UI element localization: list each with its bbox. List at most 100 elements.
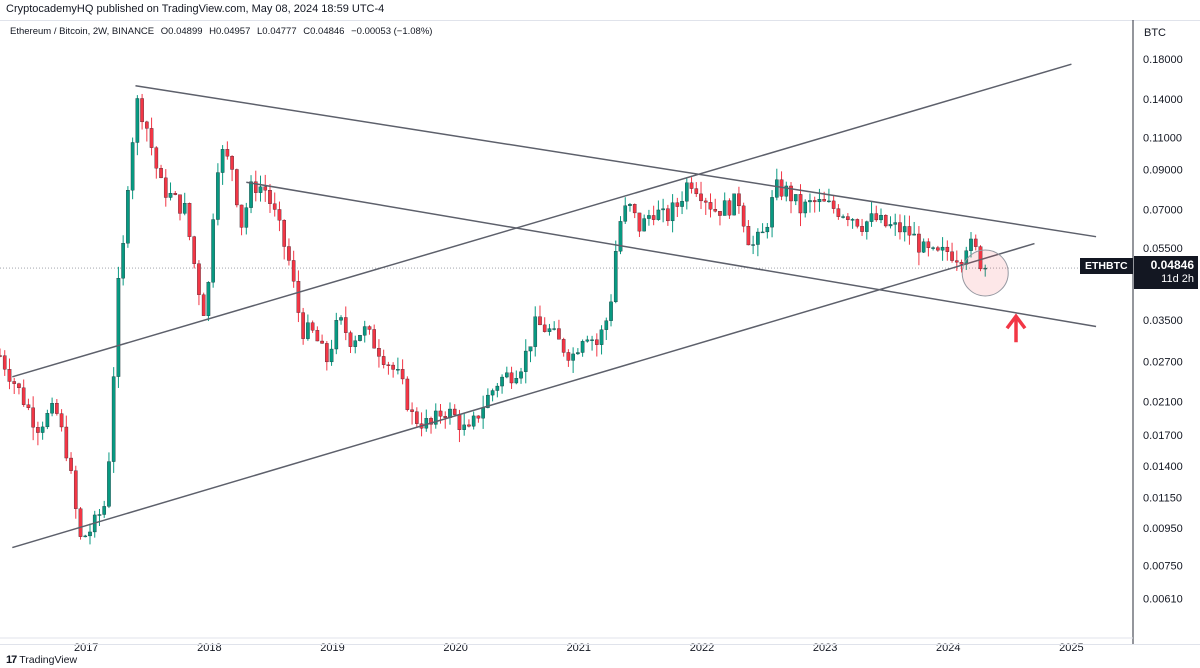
trendline-rising-lower: [12, 242, 1035, 549]
last-price-value: 0.04846: [1150, 258, 1194, 272]
candle-body: [310, 322, 315, 331]
candle-body: [362, 326, 367, 336]
candle-body: [907, 226, 912, 236]
candle-body: [2, 355, 7, 370]
candle-body: [817, 199, 822, 203]
symbol-name: Ethereum / Bitcoin, 2W, BINANCE: [10, 26, 155, 37]
candle-body: [505, 372, 509, 378]
candle-body: [467, 424, 471, 427]
footer-bar: 17 TradingView: [0, 644, 1200, 668]
candle-body: [201, 294, 206, 316]
y-tick-label: 0.02100: [1143, 396, 1183, 408]
candle-body: [452, 408, 457, 415]
candle-body: [737, 193, 741, 207]
x-tick-label: 2018: [197, 642, 221, 654]
candle-body: [178, 194, 182, 214]
candle-body: [159, 168, 163, 179]
y-tick-label: 0.00610: [1143, 594, 1183, 606]
candle-body: [476, 415, 481, 419]
candle-body: [628, 204, 632, 206]
candle-body: [145, 121, 149, 129]
tradingview-logo[interactable]: 17 TradingView: [6, 654, 77, 666]
ohlc-low: L0.04777: [257, 26, 297, 37]
candle-body: [528, 346, 533, 352]
candle-body: [282, 220, 287, 247]
candle-body: [542, 324, 547, 332]
candle-body: [661, 208, 665, 211]
candle-body: [116, 278, 121, 377]
candle-body: [45, 413, 50, 428]
candle-body: [585, 339, 590, 342]
candle-body: [424, 418, 429, 429]
candle-body: [486, 394, 490, 408]
candle-body: [88, 531, 92, 537]
x-tick-label: 2021: [567, 642, 591, 654]
candle-body: [187, 203, 192, 237]
y-tick-label: 0.00950: [1143, 523, 1183, 535]
candle-body: [154, 147, 159, 169]
candle-body: [168, 193, 173, 198]
candle-body: [348, 332, 353, 347]
candle-body: [533, 316, 538, 347]
candle-body: [637, 212, 642, 232]
bar-countdown: 11d 2h: [1161, 273, 1194, 285]
candle-body: [429, 418, 433, 425]
candle-body: [182, 203, 187, 214]
candle-body: [334, 320, 339, 350]
ohlc-change: −0.00053 (−1.08%): [351, 26, 433, 37]
candle-body: [931, 247, 935, 249]
candle-body: [846, 216, 850, 220]
candle-body: [590, 339, 594, 341]
ohlc-high: H0.04957: [209, 26, 251, 37]
candle-body: [400, 369, 405, 380]
candle-body: [954, 260, 959, 263]
candle-body: [481, 407, 485, 419]
candle-body: [950, 251, 954, 261]
candle-body: [306, 322, 310, 339]
candle-body: [864, 221, 869, 232]
publisher-line: CryptocademyHQ published on TradingView.…: [6, 3, 385, 15]
candle-body: [983, 267, 988, 270]
candle-body: [741, 205, 746, 227]
candle-body: [163, 177, 168, 198]
candle-body: [898, 222, 902, 233]
candle-body: [102, 506, 107, 515]
candle-body: [235, 169, 239, 206]
candle-body: [850, 219, 855, 221]
candle-body: [12, 381, 17, 384]
candle-body: [917, 233, 921, 253]
candle-body: [59, 413, 64, 428]
candle-body: [381, 356, 386, 365]
candle-body: [509, 372, 514, 384]
candle-body: [822, 199, 826, 202]
candle-body: [415, 411, 419, 424]
candle-body: [244, 207, 249, 228]
x-tick-label: 2025: [1059, 642, 1083, 654]
y-tick-label: 0.09000: [1143, 164, 1183, 176]
candle-body: [83, 535, 88, 538]
candle-body: [803, 201, 808, 214]
candle-body: [239, 204, 244, 228]
candle-body: [301, 312, 305, 339]
candle-body: [55, 403, 59, 414]
candle-body: [263, 186, 268, 191]
candle-body: [571, 353, 575, 361]
candle-body: [438, 410, 443, 417]
trendline-inner-falling: [246, 181, 1097, 328]
candle-body: [377, 348, 381, 357]
candle-body: [722, 200, 727, 216]
candle-body: [618, 221, 623, 252]
candle-body: [130, 142, 135, 191]
y-tick-label: 0.03500: [1143, 315, 1183, 327]
candle-body: [912, 233, 916, 236]
candle-body: [97, 514, 102, 516]
candle-body: [339, 317, 343, 321]
candle-body: [495, 385, 500, 391]
y-tick-label: 0.14000: [1143, 94, 1183, 106]
candle-body: [410, 409, 414, 412]
candle-body: [978, 246, 983, 270]
symbol-legend[interactable]: Ethereum / Bitcoin, 2W, BINANCE O0.04899…: [10, 26, 436, 37]
y-tick-label: 0.11000: [1143, 132, 1182, 144]
candle-body: [902, 226, 907, 233]
